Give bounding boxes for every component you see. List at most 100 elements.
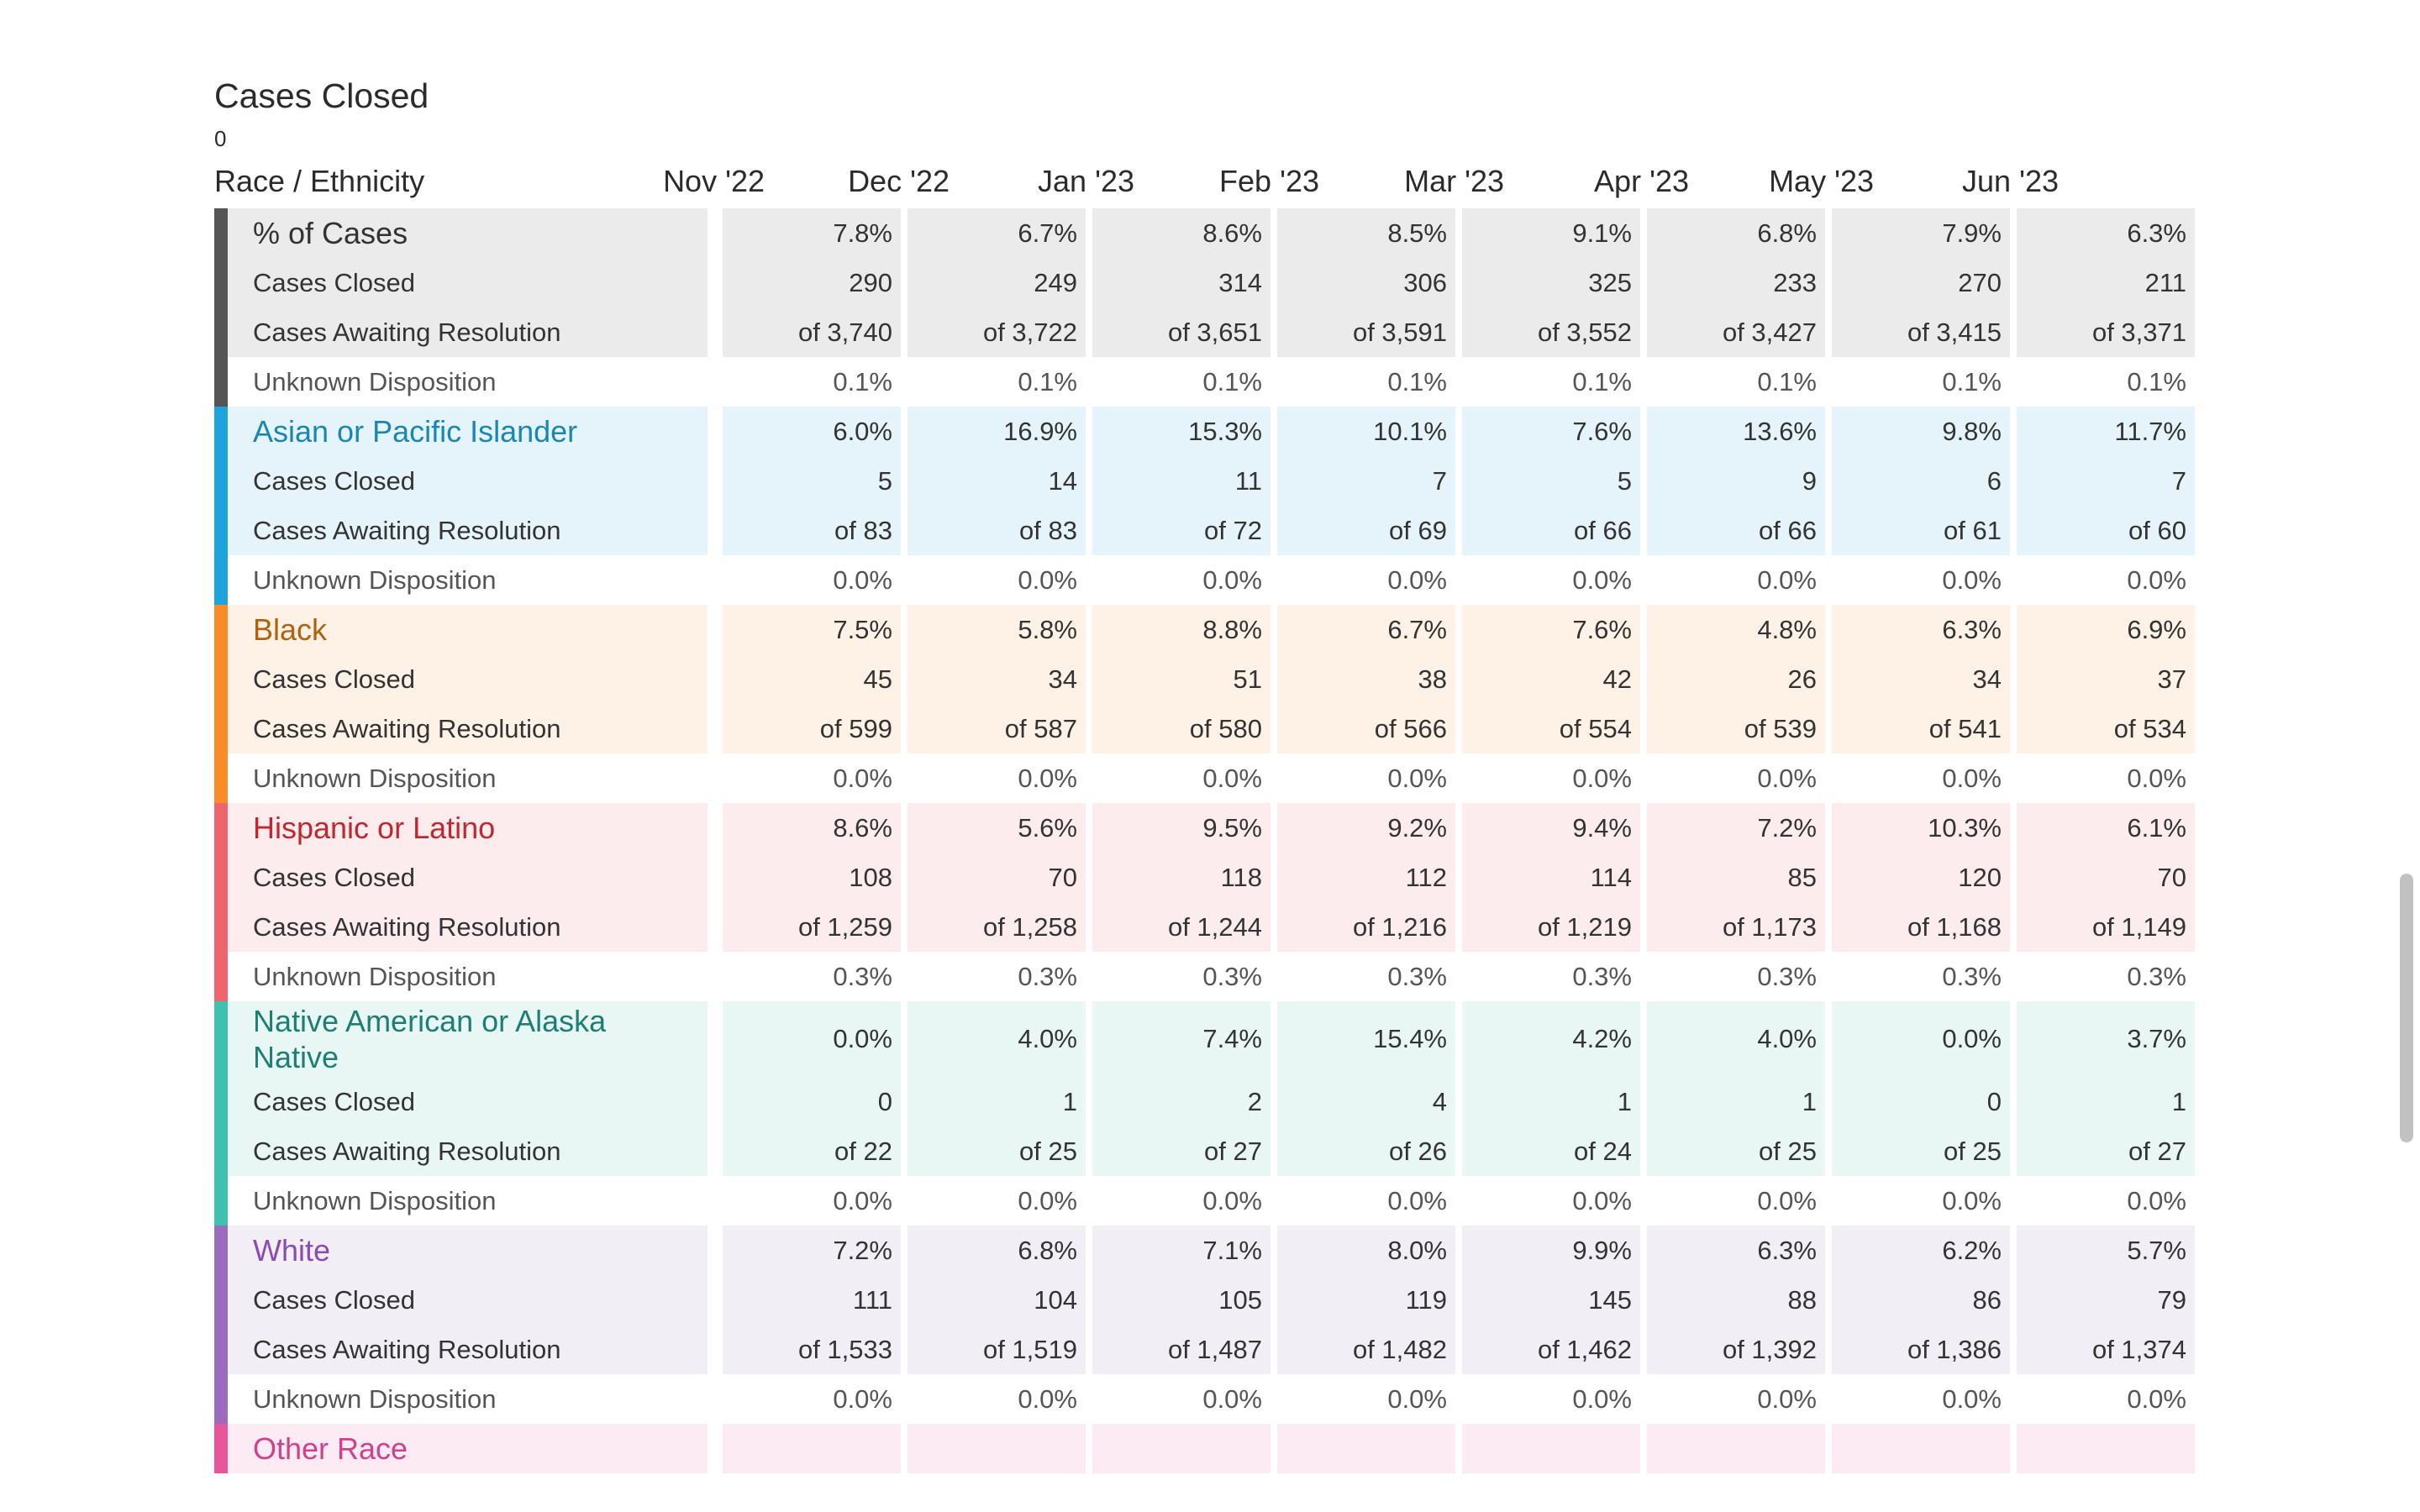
- value-cell-closed: 85: [1787, 863, 1817, 892]
- value-cell-awaiting: of 61: [1944, 516, 2002, 545]
- value-cell-pct: 4.0%: [1018, 1024, 1077, 1053]
- value-cell-awaiting: of 1,259: [797, 912, 892, 942]
- value-cell-awaiting: of 3,651: [1167, 318, 1262, 347]
- value-cell-closed: 306: [1403, 268, 1447, 297]
- value-cell-bg: [1832, 605, 2010, 654]
- row-label-closed: Cases Closed: [253, 268, 415, 297]
- value-cell-bg: [1832, 1275, 2010, 1325]
- value-cell-bg: [1462, 1275, 1640, 1325]
- row-label-unknown: Unknown Disposition: [253, 367, 497, 396]
- value-cell-closed: 5: [1617, 466, 1632, 496]
- value-cell-awaiting: of 3,371: [2091, 318, 2186, 347]
- value-cell-pct: 6.2%: [1942, 1236, 2002, 1265]
- group-5: White 7.2% 6.8% 7.1% 8.0% 9.9% 6.3% 6.2% 5.7% Cas…: [214, 1226, 2195, 1424]
- value-cell-pct: 6.7%: [1387, 615, 1447, 644]
- value-cell-bg: [2017, 1001, 2195, 1077]
- value-cell-awaiting: of 534: [2113, 714, 2186, 743]
- value-cell-bg: [908, 1226, 1086, 1275]
- value-cell-closed: 70: [2157, 863, 2186, 892]
- value-cell-bg: [1647, 605, 1825, 654]
- value-cell-bg: [1462, 704, 1640, 753]
- value-cell-bg: [1277, 803, 1455, 853]
- value-cell-unknown: 0.0%: [2127, 1186, 2186, 1215]
- value-cell-bg: [2017, 258, 2195, 307]
- value-cell-bg: [1462, 902, 1640, 952]
- value-cell-bg: [723, 407, 901, 456]
- value-cell-bg: [1092, 803, 1270, 853]
- value-cell-bg: [2017, 1077, 2195, 1126]
- value-cell-closed: 34: [1972, 664, 2002, 694]
- label-cell-bg: [228, 654, 708, 704]
- value-cell-pct: 10.3%: [1928, 813, 2002, 843]
- value-cell-bg: [1647, 902, 1825, 952]
- value-cell-bg: [2017, 208, 2195, 258]
- group-name-row: Other Race: [214, 1424, 2195, 1473]
- group-color-bar: [214, 803, 228, 1001]
- value-cell-bg: [1832, 1077, 2010, 1126]
- scrollbar-thumb[interactable]: [2400, 874, 2413, 1142]
- value-cell-unknown: 0.3%: [1018, 962, 1077, 991]
- value-cell-bg: [1277, 1226, 1455, 1275]
- value-cell-bg: [1462, 654, 1640, 704]
- value-cell-pct: 7.1%: [1202, 1236, 1262, 1265]
- value-cell-closed: 6: [1986, 466, 2002, 496]
- value-cell-bg: [1647, 1077, 1825, 1126]
- value-cell-bg: [1092, 902, 1270, 952]
- value-cell-unknown: 0.0%: [1387, 1384, 1447, 1414]
- scrollbar-track[interactable]: [2393, 0, 2420, 1512]
- value-cell-bg: [1647, 704, 1825, 753]
- value-cell-bg: [723, 1424, 901, 1473]
- value-cell-unknown: 0.3%: [833, 962, 892, 991]
- value-cell-pct: 9.4%: [1572, 813, 1632, 843]
- value-cell-bg: [1647, 1226, 1825, 1275]
- value-cell-unknown: 0.0%: [1202, 565, 1262, 595]
- value-cell-bg: [723, 456, 901, 506]
- value-cell-bg: [908, 605, 1086, 654]
- value-cell-bg: [1647, 407, 1825, 456]
- value-cell-pct: 6.3%: [1942, 615, 2002, 644]
- group-color-bar: [214, 1001, 228, 1226]
- value-cell-bg: [1462, 1001, 1640, 1077]
- value-cell-awaiting: of 1,216: [1352, 912, 1447, 942]
- value-cell-closed: 119: [1405, 1285, 1447, 1315]
- value-cell-bg: [2017, 506, 2195, 555]
- value-cell-bg: [1647, 1275, 1825, 1325]
- group-name: Hispanic or Latino: [253, 811, 496, 845]
- value-cell-bg: [1832, 506, 2010, 555]
- value-cell-bg: [1462, 258, 1640, 307]
- value-cell-closed: 7: [1432, 466, 1447, 496]
- value-cell-bg: [1277, 307, 1455, 357]
- label-cell-bg: [228, 208, 708, 258]
- value-cell-bg: [1647, 803, 1825, 853]
- value-cell-awaiting: of 83: [1019, 516, 1077, 545]
- value-cell-unknown: 0.0%: [1387, 1186, 1447, 1215]
- value-cell-bg: [908, 1424, 1086, 1473]
- group-color-bar: [214, 407, 228, 605]
- value-cell-bg: [723, 1126, 901, 1176]
- value-cell-bg: [908, 902, 1086, 952]
- value-cell-bg: [908, 1126, 1086, 1176]
- header-label: Race / Ethnicity: [214, 164, 425, 198]
- value-cell-unknown: 0.3%: [1387, 962, 1447, 991]
- value-cell-pct: 7.5%: [833, 615, 892, 644]
- value-cell-bg: [1647, 853, 1825, 902]
- value-cell-closed: 270: [1958, 268, 2002, 297]
- value-cell-closed: 9: [1802, 466, 1817, 496]
- value-cell-bg: [1647, 654, 1825, 704]
- group-name-row: White 7.2% 6.8% 7.1% 8.0% 9.9% 6.3% 6.2% 5.7%: [214, 1226, 2195, 1275]
- value-cell-closed: 111: [852, 1285, 892, 1315]
- value-cell-closed: 2: [1247, 1087, 1262, 1116]
- value-cell-closed: 114: [1590, 863, 1632, 892]
- value-cell-closed: 0: [1986, 1087, 2002, 1116]
- value-cell-bg: [723, 803, 901, 853]
- value-cell-bg: [1647, 1001, 1825, 1077]
- value-cell-awaiting: of 1,173: [1722, 912, 1817, 942]
- value-cell-bg: [1277, 1126, 1455, 1176]
- label-cell-bg: [228, 307, 708, 357]
- value-cell-closed: 118: [1220, 863, 1262, 892]
- value-cell-bg: [1277, 704, 1455, 753]
- value-cell-bg: [1092, 1226, 1270, 1275]
- value-cell-unknown: 0.0%: [1942, 1384, 2002, 1414]
- table-row-unknown: Unknown Disposition 0.0% 0.0% 0.0% 0.0% 0.0% 0…: [214, 1374, 2186, 1424]
- value-cell-bg: [1277, 1001, 1455, 1077]
